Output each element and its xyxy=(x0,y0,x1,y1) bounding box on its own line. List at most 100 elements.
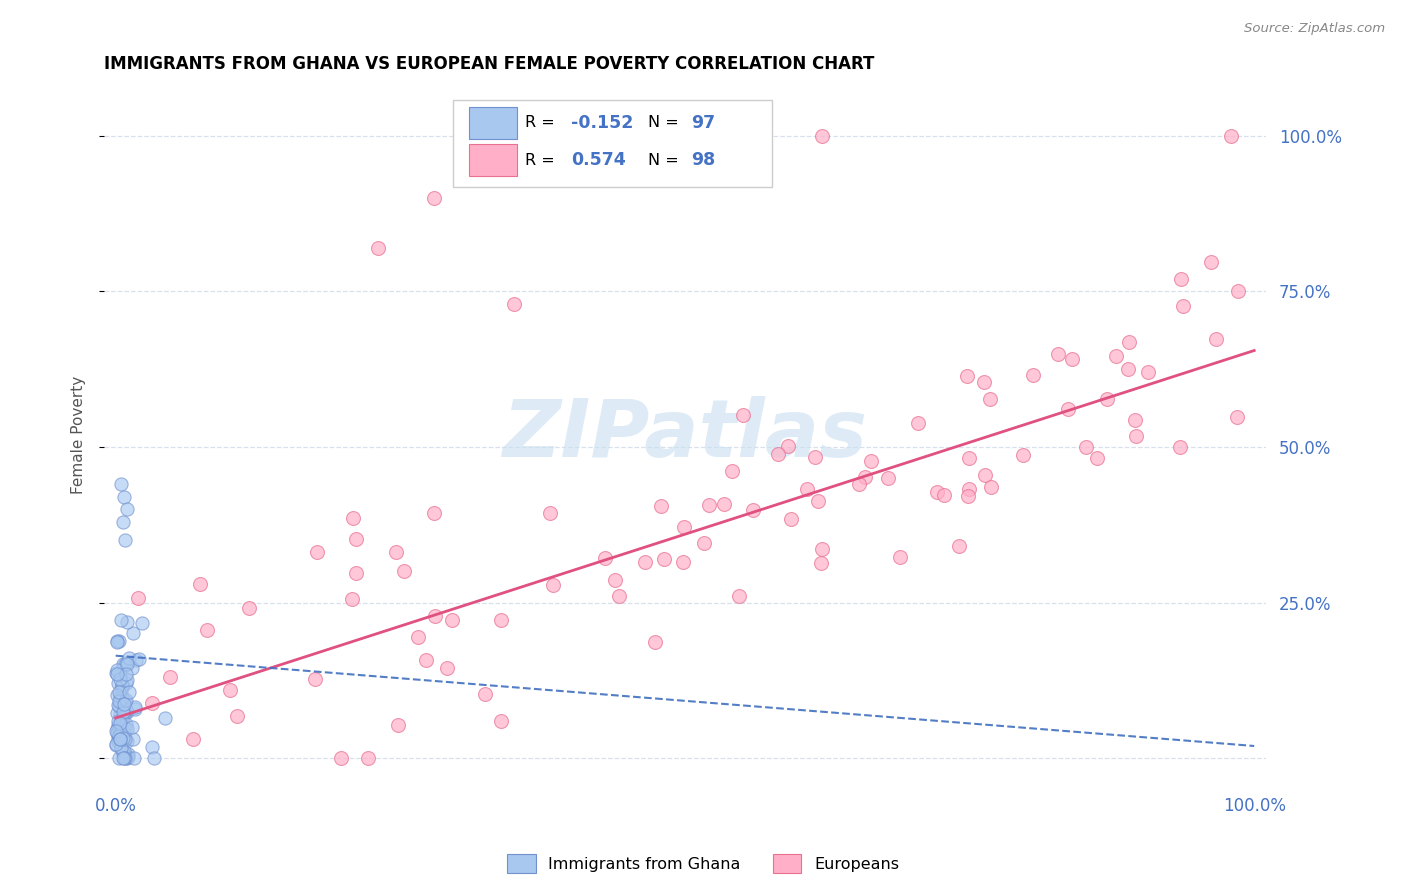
Text: 0.574: 0.574 xyxy=(571,152,626,169)
Point xyxy=(810,557,832,571)
Point xyxy=(108,723,131,738)
Point xyxy=(693,535,716,549)
Point xyxy=(107,733,129,747)
Text: N =: N = xyxy=(648,153,683,168)
Point xyxy=(1057,401,1080,416)
Point xyxy=(117,750,139,764)
Point xyxy=(877,471,900,485)
Point xyxy=(112,697,135,711)
Point xyxy=(654,552,676,566)
Point xyxy=(108,634,131,648)
Point xyxy=(121,660,143,674)
Point xyxy=(304,672,326,686)
Point xyxy=(607,590,630,604)
Point xyxy=(107,714,129,728)
Point xyxy=(121,731,143,746)
Point xyxy=(117,747,139,761)
Point xyxy=(889,550,911,565)
Point xyxy=(650,499,672,513)
Point xyxy=(1220,128,1243,143)
Point xyxy=(107,751,129,765)
Point xyxy=(188,577,211,591)
Point xyxy=(107,675,129,690)
Point xyxy=(111,678,134,692)
Point xyxy=(131,615,153,630)
Point xyxy=(423,191,446,205)
Point xyxy=(979,392,1001,406)
Point xyxy=(1118,335,1140,350)
Point xyxy=(115,717,138,731)
Point xyxy=(1173,299,1195,313)
Point xyxy=(108,728,131,742)
Point xyxy=(105,723,128,738)
Point xyxy=(110,739,132,754)
Point xyxy=(305,545,328,559)
Point xyxy=(226,709,249,723)
Point xyxy=(105,706,128,720)
Point xyxy=(1074,440,1097,454)
Point xyxy=(115,656,138,670)
Point xyxy=(367,241,389,255)
Point xyxy=(406,631,429,645)
Point xyxy=(974,467,997,482)
Point xyxy=(1116,361,1139,376)
Point xyxy=(110,731,132,746)
Point xyxy=(107,698,129,712)
Point xyxy=(1022,368,1045,383)
Point xyxy=(114,694,136,708)
Point xyxy=(105,663,128,677)
Point xyxy=(1011,448,1033,462)
Point xyxy=(1227,284,1250,298)
Point xyxy=(848,477,870,491)
Point xyxy=(143,751,166,765)
Point xyxy=(141,740,163,755)
Point xyxy=(105,726,128,740)
Point xyxy=(330,751,353,765)
Point xyxy=(110,693,132,707)
Text: 97: 97 xyxy=(690,114,714,132)
Point xyxy=(1226,409,1249,424)
Point xyxy=(112,751,135,765)
FancyBboxPatch shape xyxy=(470,145,516,177)
Point xyxy=(728,589,751,603)
Point xyxy=(111,747,134,761)
Point xyxy=(742,502,765,516)
Point xyxy=(118,685,141,699)
Point xyxy=(811,541,834,556)
Point xyxy=(1047,347,1070,361)
Point xyxy=(219,683,242,698)
Point xyxy=(127,591,149,606)
Point xyxy=(907,416,929,430)
Point xyxy=(713,497,735,511)
FancyBboxPatch shape xyxy=(453,100,772,187)
Point xyxy=(108,726,131,740)
Point xyxy=(128,652,150,666)
Point xyxy=(543,577,565,591)
Point xyxy=(1105,349,1128,363)
Point xyxy=(108,685,131,699)
Point xyxy=(489,714,512,729)
Point xyxy=(733,408,755,422)
Point xyxy=(110,686,132,700)
Point xyxy=(1060,352,1083,367)
Point xyxy=(111,657,134,671)
Point xyxy=(107,722,129,736)
Point xyxy=(114,533,136,548)
Y-axis label: Female Poverty: Female Poverty xyxy=(72,376,86,493)
Point xyxy=(672,520,695,534)
Point xyxy=(108,729,131,743)
Point xyxy=(956,489,979,503)
Point xyxy=(1123,413,1146,427)
Point xyxy=(112,490,135,504)
Point xyxy=(111,515,134,529)
Text: ZIPatlas: ZIPatlas xyxy=(502,395,868,474)
Text: -0.152: -0.152 xyxy=(571,114,634,132)
Point xyxy=(344,566,367,580)
Point xyxy=(384,544,406,558)
Point xyxy=(105,689,128,703)
Point xyxy=(115,676,138,690)
Point xyxy=(118,651,141,665)
Point xyxy=(122,751,145,765)
Point xyxy=(634,555,657,569)
Point xyxy=(110,477,132,491)
